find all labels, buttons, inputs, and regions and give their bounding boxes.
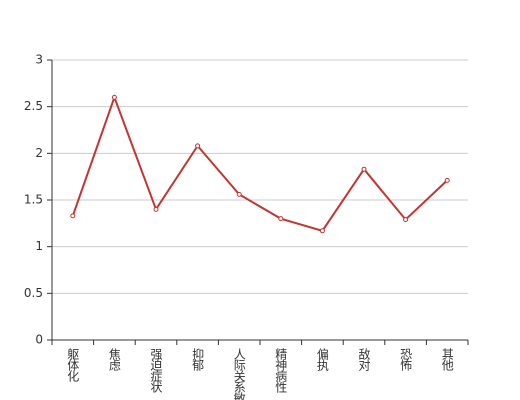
point bbox=[70, 213, 76, 219]
y-tick-label: 2.5 bbox=[24, 99, 43, 113]
y-tick-label: 3 bbox=[35, 53, 43, 67]
point bbox=[111, 94, 117, 100]
x-tick-label: 人际关系敏感 bbox=[232, 348, 246, 400]
y-tick-label: 0 bbox=[35, 333, 43, 347]
point bbox=[403, 217, 409, 223]
x-tick-label: 敌对 bbox=[357, 347, 371, 371]
point bbox=[236, 191, 242, 197]
point bbox=[195, 143, 201, 149]
y-tick-label: 1 bbox=[35, 239, 43, 253]
y-tick-label: 2 bbox=[35, 146, 43, 160]
x-tick-label: 强迫症状 bbox=[149, 348, 163, 393]
y-tick-label: 0.5 bbox=[24, 286, 43, 300]
point bbox=[361, 166, 367, 172]
x-tick-label: 偏执 bbox=[315, 347, 329, 372]
x-tick-label: 其他 bbox=[440, 348, 454, 371]
point bbox=[278, 216, 284, 222]
x-tick-label: 焦虑 bbox=[107, 348, 121, 371]
line bbox=[71, 94, 448, 232]
y-tick-label: 1.5 bbox=[24, 193, 43, 207]
point bbox=[444, 177, 450, 183]
point bbox=[153, 206, 159, 212]
x-tick-label: 躯体化 bbox=[66, 347, 80, 383]
x-tick-label: 抑郁 bbox=[191, 347, 205, 372]
x-tick-label: 精神病性 bbox=[274, 348, 288, 394]
x-tick-label: 恐怖 bbox=[399, 348, 413, 371]
point bbox=[319, 228, 325, 234]
